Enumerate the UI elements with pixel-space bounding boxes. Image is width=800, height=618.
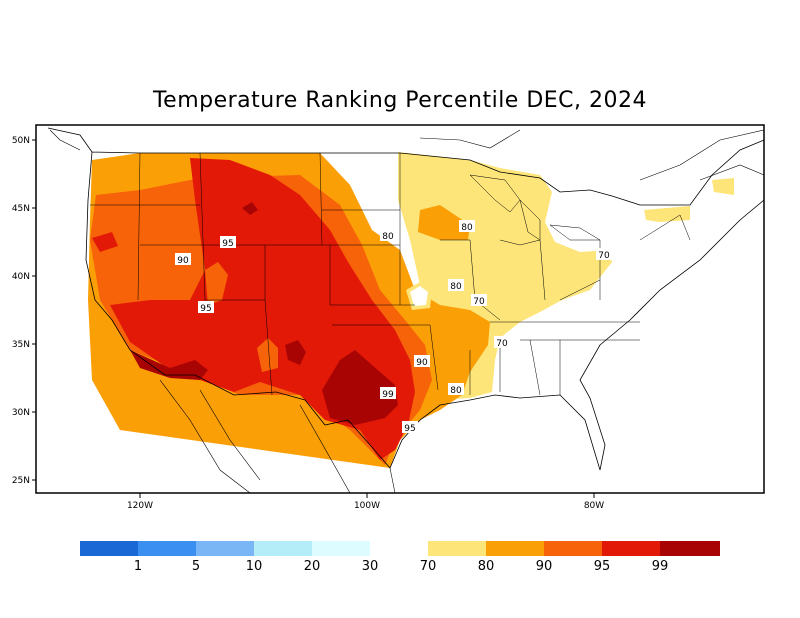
legend-swatch-70 [428, 541, 486, 556]
contour-label: 70 [494, 336, 510, 349]
legend-label: 30 [362, 559, 379, 574]
legend-label: 70 [420, 559, 437, 574]
legend-label: 99 [652, 559, 669, 574]
svg-text:70: 70 [496, 339, 508, 349]
percentile-fill-regions [88, 152, 734, 468]
lat-label: 45N [12, 204, 30, 214]
contour-label: 70 [471, 294, 487, 307]
contour-label: 80 [448, 279, 464, 292]
contour-label: 70 [596, 248, 612, 261]
region-99-co [285, 340, 306, 365]
svg-text:99: 99 [382, 390, 394, 400]
region-99-tx [322, 350, 398, 425]
contour-label: 95 [402, 421, 418, 434]
region-99-az [130, 350, 208, 380]
contour-label: 99 [380, 387, 396, 400]
legend-swatch-80 [486, 541, 544, 556]
legend-label: 1 [134, 559, 142, 574]
map-title: Temperature Ranking Percentile DEC, 2024 [152, 88, 648, 113]
hole-90-nm [257, 338, 278, 372]
contour-label: 80 [448, 383, 464, 396]
lat-label: 50N [12, 136, 30, 146]
region-80-mi [418, 205, 470, 240]
legend-label: 20 [304, 559, 321, 574]
svg-text:80: 80 [450, 386, 462, 396]
lakes [469, 174, 601, 241]
svg-text:90: 90 [416, 358, 428, 368]
svg-text:95: 95 [404, 424, 415, 434]
hole-white-ks [410, 286, 428, 306]
lat-label: 30N [12, 408, 30, 418]
color-legend: 1 5 10 20 30 70 80 90 95 99 [80, 541, 720, 574]
legend-swatch-30 [312, 541, 370, 556]
lat-label: 25N [12, 476, 30, 486]
legend-label: 10 [246, 559, 263, 574]
mexico-lines [159, 379, 396, 494]
legend-label: 80 [478, 559, 495, 574]
contour-label: 95 [198, 301, 214, 314]
svg-text:95: 95 [222, 239, 233, 249]
region-99-wy [242, 202, 258, 215]
contour-label: 80 [380, 229, 396, 242]
legend-swatch-95 [602, 541, 660, 556]
region-95-ca [92, 232, 118, 252]
lat-label: 40N [12, 272, 30, 282]
legend-swatch-5 [138, 541, 196, 556]
contour-label: 80 [459, 220, 475, 233]
legend-swatch-1 [80, 541, 138, 556]
svg-text:80: 80 [382, 232, 394, 242]
contour-labels: 95 90 95 80 80 80 70 70 70 90 80 99 95 [175, 220, 612, 434]
legend-label: 90 [536, 559, 553, 574]
contour-label: 90 [175, 253, 191, 266]
us-outline [47, 127, 765, 471]
map-frame [35, 124, 765, 494]
svg-text:70: 70 [598, 251, 610, 261]
region-70-me [712, 178, 734, 195]
lat-label: 35N [12, 340, 30, 350]
svg-text:90: 90 [177, 256, 189, 266]
lon-label: 120W [127, 501, 153, 511]
lon-label: 100W [354, 501, 380, 511]
svg-text:80: 80 [461, 223, 473, 233]
svg-text:70: 70 [473, 297, 485, 307]
canada-lines [49, 129, 765, 181]
legend-swatch-20 [254, 541, 312, 556]
legend-label: 5 [192, 559, 200, 574]
region-70-ne [644, 206, 690, 222]
svg-text:80: 80 [450, 282, 462, 292]
state-lines [90, 152, 691, 396]
legend-swatch-90 [544, 541, 602, 556]
lat-axis: 50N 45N 40N 35N 30N 25N [12, 136, 36, 486]
legend-swatch-10 [196, 541, 254, 556]
contour-label: 95 [220, 236, 236, 249]
hole-90-nv [205, 262, 228, 305]
lon-axis: 120W 100W 80W [127, 493, 604, 511]
map-borders [47, 127, 765, 494]
svg-text:95: 95 [200, 304, 211, 314]
legend-swatch-99 [660, 541, 720, 556]
contour-label: 90 [414, 355, 430, 368]
lon-label: 80W [584, 501, 604, 511]
legend-label: 95 [594, 559, 611, 574]
